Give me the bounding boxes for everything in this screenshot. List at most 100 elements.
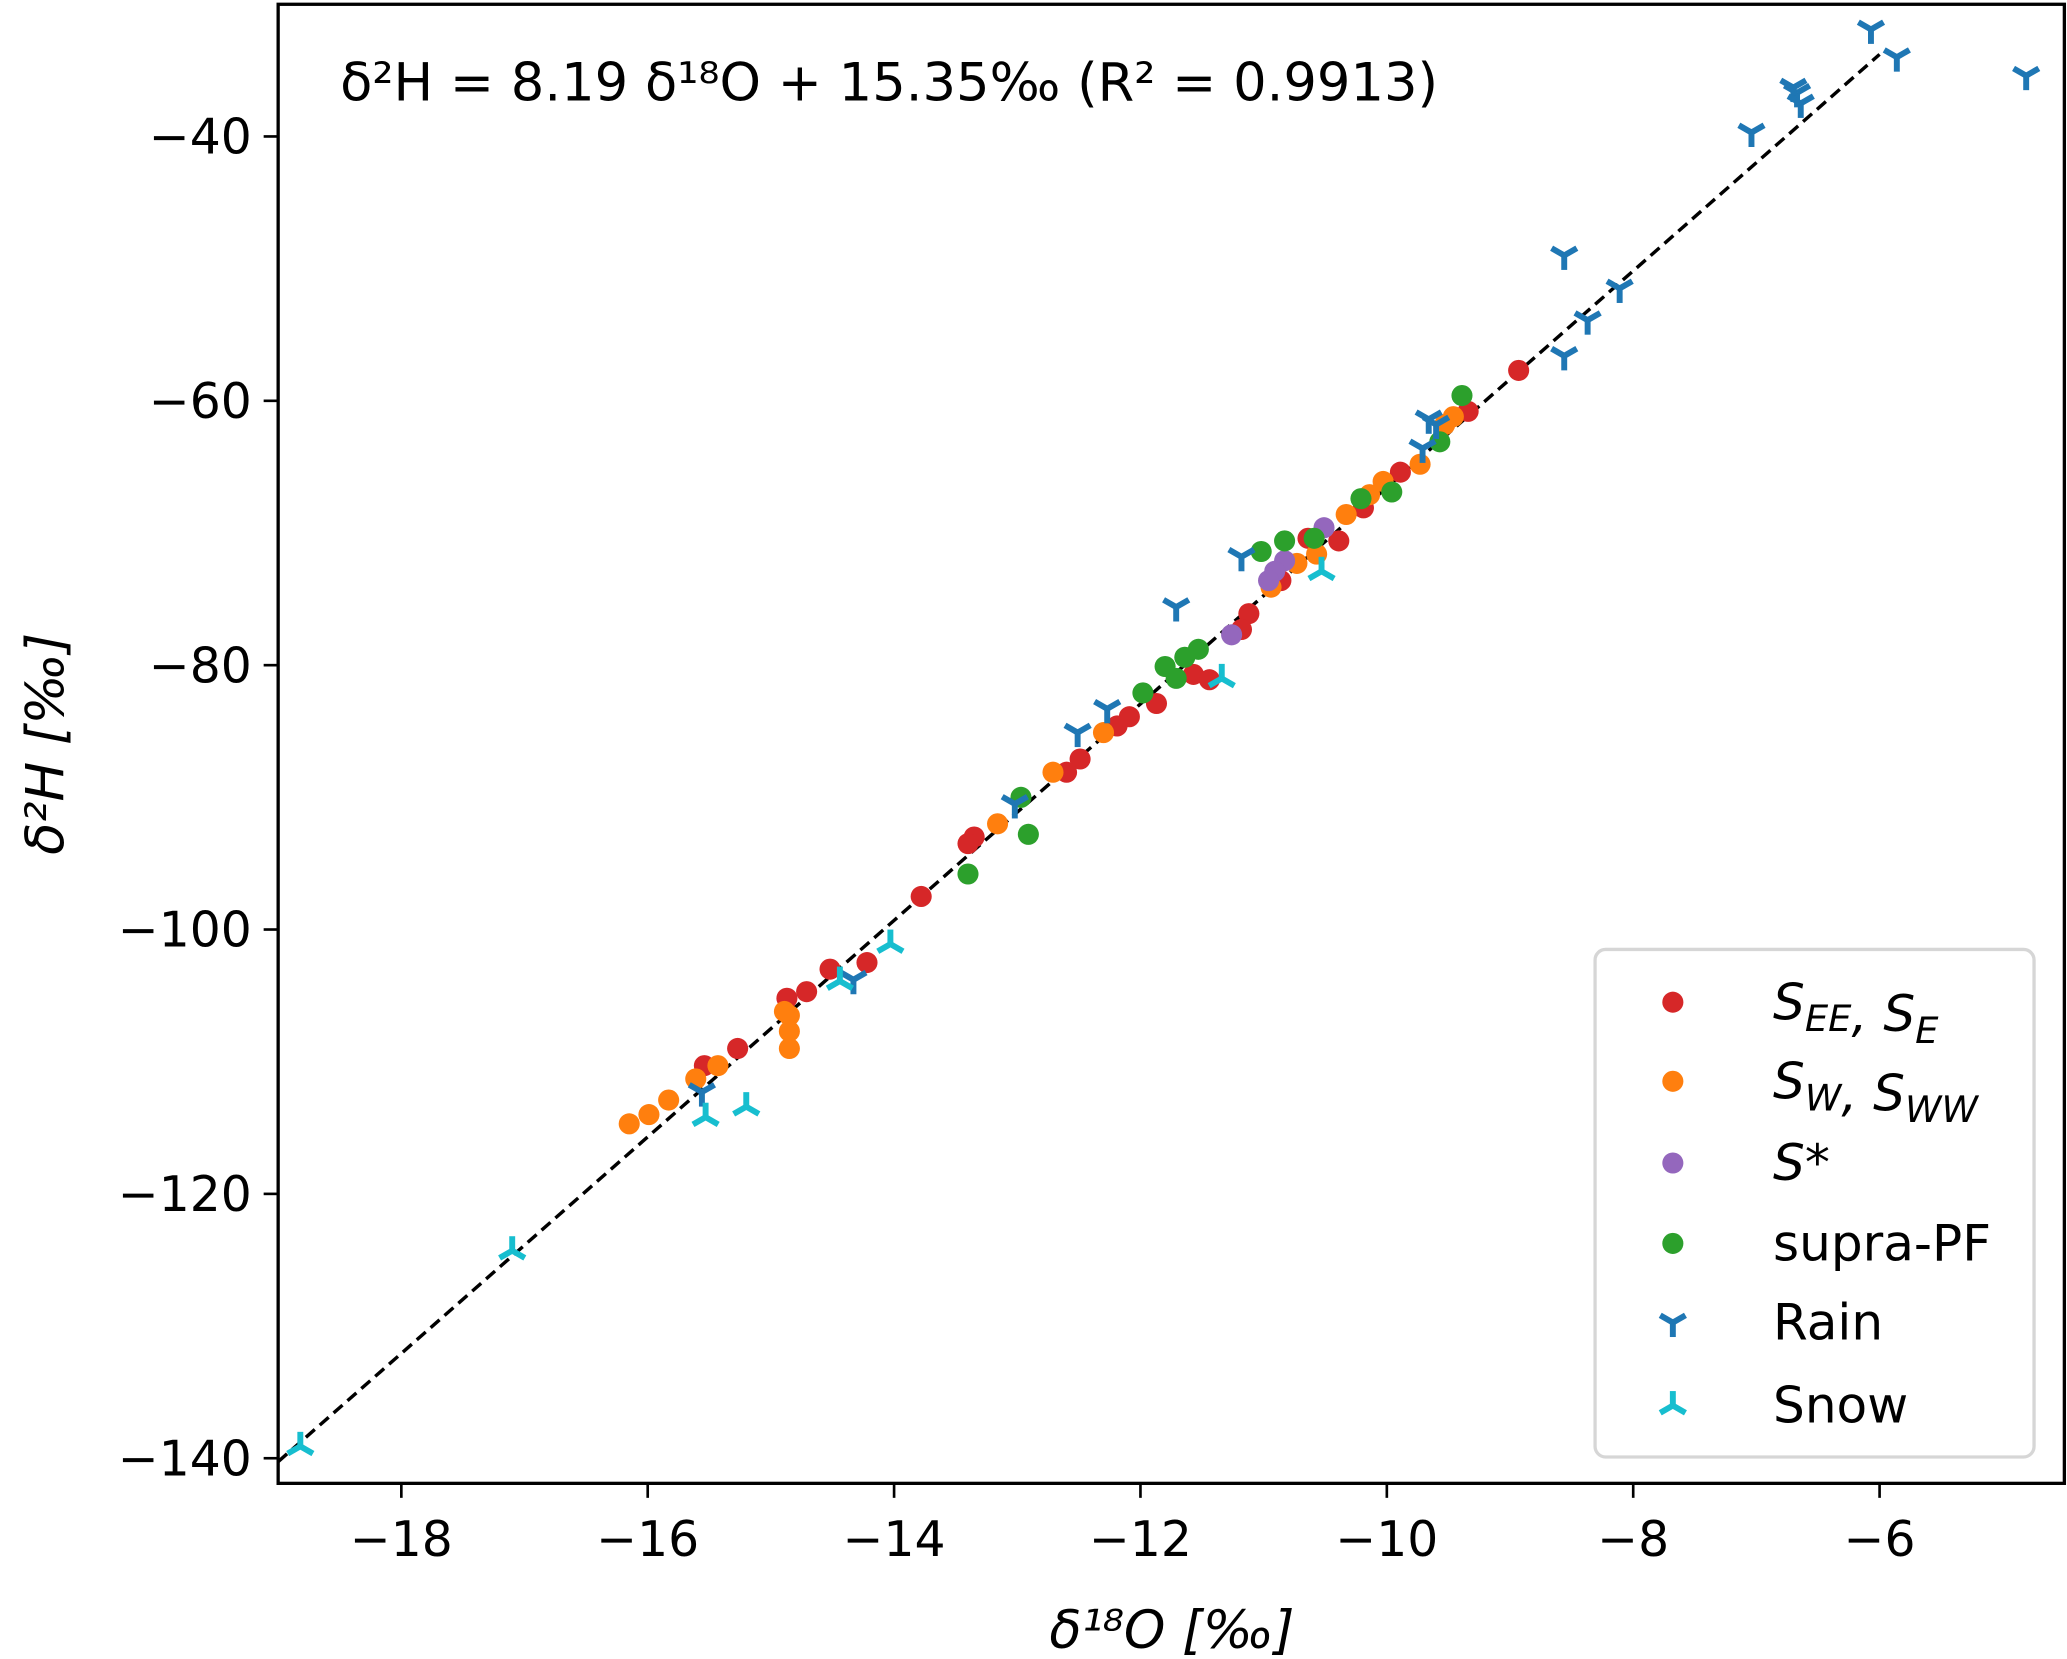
data-point <box>1328 530 1350 552</box>
x-tick-label: −12 <box>1089 1511 1192 1568</box>
data-point <box>1307 556 1336 582</box>
legend-box <box>1593 947 2036 1459</box>
data-point <box>1162 597 1191 622</box>
data-point <box>1786 93 1815 118</box>
data-point <box>1042 761 1064 783</box>
x-tick-label: −16 <box>596 1511 699 1568</box>
x-tick-label: −8 <box>1597 1511 1669 1568</box>
series-supra-pf <box>957 384 1473 885</box>
y-tick-label: −80 <box>149 637 252 694</box>
x-axis-label: δ¹⁸O [‰] <box>1049 1600 1294 1659</box>
data-point <box>957 863 979 885</box>
data-point <box>1335 503 1357 526</box>
data-point <box>638 1104 660 1126</box>
y-axis-label: δ²H [‰] <box>15 633 76 855</box>
data-point <box>707 1055 729 1077</box>
data-point <box>732 1092 761 1117</box>
y-tick-label: −60 <box>149 373 252 430</box>
regression-line <box>277 53 1881 1463</box>
data-point <box>1000 794 1029 819</box>
data-point <box>1605 278 1634 303</box>
data-point <box>618 1113 640 1135</box>
series-s- <box>1221 517 1335 646</box>
data-point <box>1408 438 1437 463</box>
x-tick-label: −10 <box>1335 1511 1438 1568</box>
data-point <box>839 969 868 995</box>
data-point <box>796 981 818 1003</box>
x-tick-label: −6 <box>1844 1511 1916 1568</box>
legend-label: SW, SWW <box>1773 1052 1979 1131</box>
legend-marker-circle <box>1662 1232 1684 1254</box>
data-point <box>286 1431 315 1457</box>
legend-label: Rain <box>1773 1294 1883 1352</box>
data-point <box>727 1037 749 1060</box>
series-snow <box>286 556 1336 1457</box>
data-point <box>1350 488 1372 510</box>
data-point <box>1069 748 1091 770</box>
data-point <box>1250 540 1272 563</box>
data-point <box>778 1037 800 1060</box>
data-point <box>1303 527 1325 549</box>
data-point <box>1182 663 1204 685</box>
data-point <box>773 1000 795 1023</box>
data-point <box>1165 667 1187 689</box>
data-point <box>1882 47 1911 72</box>
data-point <box>1227 546 1256 572</box>
y-tick-label: −100 <box>118 902 252 959</box>
data-point <box>910 885 932 908</box>
data-point <box>1737 122 1766 147</box>
regression-annotation: δ²H = 8.19 δ¹⁸O + 15.35‰ (R² = 0.9913) <box>340 53 1438 114</box>
legend-label: Snow <box>1773 1377 1908 1435</box>
y-tick-label: −40 <box>149 109 252 166</box>
data-point <box>1422 414 1451 440</box>
y-tick-label: −120 <box>118 1166 252 1223</box>
data-point <box>1274 530 1296 552</box>
data-point <box>2012 65 2041 91</box>
data-point <box>1238 603 1260 625</box>
y-tick-label: −140 <box>118 1430 252 1487</box>
data-point <box>1092 722 1115 744</box>
data-point <box>957 833 979 855</box>
data-points <box>286 19 2041 1457</box>
data-point <box>1550 245 1579 270</box>
data-point <box>825 966 854 991</box>
data-point <box>1017 823 1039 845</box>
legend-marker-tri_down <box>1658 1312 1687 1338</box>
legend-marker-circle <box>1662 1152 1684 1174</box>
legend-marker-circle <box>1662 991 1684 1013</box>
data-point <box>1063 722 1092 748</box>
legend-label: supra-PF <box>1773 1215 1991 1273</box>
data-point <box>1207 663 1236 689</box>
legend-marker-tri_up <box>1658 1391 1687 1416</box>
data-point <box>687 1082 717 1107</box>
data-point <box>1550 346 1579 371</box>
data-point <box>778 1020 800 1042</box>
data-point <box>876 929 905 954</box>
series-sw-sww <box>618 406 1464 1135</box>
data-point <box>1258 570 1280 592</box>
data-point <box>1451 384 1473 407</box>
x-tick-label: −18 <box>350 1511 453 1568</box>
data-point <box>987 813 1009 835</box>
series-rain <box>687 19 2041 1107</box>
data-point <box>1221 624 1243 646</box>
data-point <box>1381 481 1403 503</box>
data-point <box>1389 461 1411 483</box>
y-axis: −40 −60 −80 −100 −120 −140 <box>118 109 279 1487</box>
x-axis: −18 −16 −14 −12 −10 −8 −6 <box>350 1483 1916 1568</box>
data-point <box>691 1102 720 1128</box>
data-point <box>1093 698 1122 724</box>
data-point <box>1573 310 1602 335</box>
x-tick-label: −14 <box>843 1511 946 1568</box>
data-point <box>819 958 841 980</box>
data-point <box>1508 359 1530 381</box>
data-point <box>658 1089 680 1111</box>
data-point <box>1174 646 1196 668</box>
data-point <box>1856 19 1886 44</box>
data-point <box>1132 682 1154 704</box>
legend-label: SEE, SE <box>1773 973 1939 1052</box>
data-point <box>856 952 878 974</box>
legend-marker-circle <box>1662 1070 1684 1092</box>
